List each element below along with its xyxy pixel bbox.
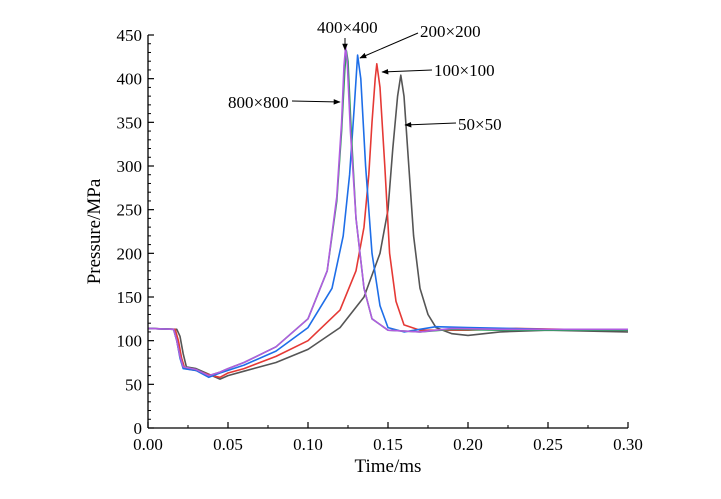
x-tick-label: 0.00 [133, 435, 163, 454]
annotations: 400×400 200×200 100×100 800×800 50×50 [228, 18, 502, 134]
annotation-label: 100×100 [434, 61, 495, 80]
x-tick-label: 0.15 [373, 435, 403, 454]
annotation-arrow [291, 99, 341, 105]
x-axis-title: Time/ms [355, 456, 422, 477]
y-tick-label: 350 [117, 113, 143, 132]
series-line-50×50 [147, 74, 629, 380]
x-tick-label: 0.05 [213, 435, 243, 454]
annotation-label: 400×400 [317, 18, 378, 37]
annotation-arrow [381, 68, 433, 75]
y-ticks: 0 50 100 150 200 250 300 350 400 450 [117, 26, 154, 438]
annotation-label: 800×800 [228, 93, 289, 112]
x-tick-label: 0.10 [293, 435, 323, 454]
x-ticks: 0.00 0.05 0.10 0.15 0.20 0.25 0.30 [133, 422, 643, 454]
y-tick-label: 450 [117, 26, 143, 45]
y-tick-label: 250 [117, 201, 143, 220]
y-tick-label: 0 [134, 419, 143, 438]
axes: 0.00 0.05 0.10 0.15 0.20 0.25 0.30 0 50 100 150 20… [117, 26, 643, 454]
y-tick-label: 50 [125, 375, 142, 394]
series-line-800×800 [147, 46, 628, 377]
x-tick-label: 0.20 [453, 435, 483, 454]
y-tick-label: 200 [117, 244, 143, 263]
annotation-arrow [359, 32, 419, 59]
series-layer [147, 46, 629, 380]
annotation-label: 50×50 [458, 115, 502, 134]
annotation-arrow [404, 121, 457, 128]
y-tick-label: 300 [117, 157, 143, 176]
y-tick-label: 150 [117, 288, 143, 307]
x-tick-label: 0.25 [533, 435, 563, 454]
y-axis-title: Pressure/MPa [84, 178, 105, 284]
x-tick-label: 0.30 [613, 435, 643, 454]
y-tick-label: 100 [117, 332, 143, 351]
annotation-label: 200×200 [420, 22, 481, 41]
y-tick-label: 400 [117, 70, 143, 89]
